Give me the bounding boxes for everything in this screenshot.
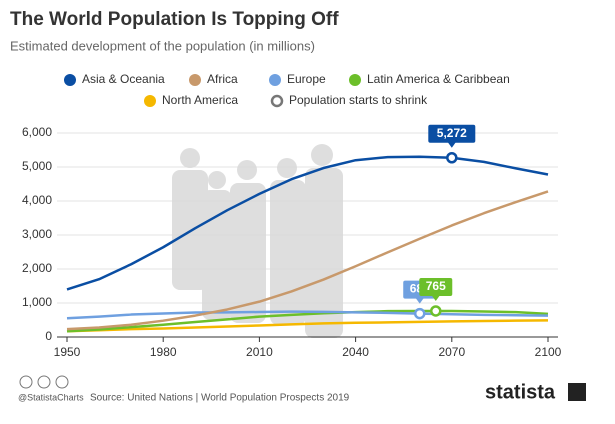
- legend-label: North America: [162, 93, 238, 107]
- legend-label: Population starts to shrink: [289, 93, 428, 107]
- shrink-marker: [446, 152, 458, 164]
- series-line: [66, 319, 549, 333]
- y-tick-label: 6,000: [22, 125, 52, 139]
- y-tick-label: 2,000: [22, 261, 52, 275]
- annotation-box: [428, 124, 476, 143]
- annotation-label: 765: [426, 279, 446, 293]
- series-line: [66, 155, 549, 291]
- x-tick-label: 2040: [342, 345, 369, 359]
- legend-label: Latin America & Caribbean: [367, 72, 510, 86]
- cc-icons: [19, 375, 69, 389]
- annotation-pointer: [447, 142, 456, 148]
- legend-swatch: [144, 95, 156, 107]
- series-line: [66, 309, 549, 333]
- brand-icon: [568, 383, 586, 401]
- chart-title: The World Population Is Topping Off: [10, 9, 339, 30]
- legend-swatch: [189, 74, 201, 86]
- handle: @StatistaCharts: [18, 392, 84, 402]
- silhouettes: [172, 144, 343, 338]
- shrink-marker: [430, 305, 442, 317]
- legend-label: Europe: [287, 72, 326, 86]
- legend-swatch: [270, 94, 284, 108]
- y-tick-label: 5,000: [22, 159, 52, 173]
- source: Source: United Nations | World Populatio…: [90, 393, 350, 404]
- chart-subtitle: Estimated development of the population …: [10, 38, 315, 53]
- legend-swatch: [269, 74, 281, 86]
- y-tick-label: 4,000: [22, 193, 52, 207]
- legend-label: Asia & Oceania: [82, 72, 165, 86]
- x-tick-label: 2070: [438, 345, 465, 359]
- shrink-marker: [413, 307, 426, 320]
- x-tick-label: 1950: [54, 345, 81, 359]
- series-line: [66, 190, 549, 331]
- x-tick-label: 1980: [150, 345, 177, 359]
- x-tick-label: 2100: [535, 345, 562, 359]
- brand: statista: [485, 381, 556, 403]
- legend-swatch: [349, 74, 361, 86]
- legend-swatch: [64, 74, 76, 86]
- annotation-label: 5,272: [437, 126, 467, 140]
- annotation-pointer: [431, 295, 440, 301]
- y-tick-label: 0: [45, 329, 52, 343]
- annotation-box: [419, 277, 453, 296]
- y-tick-label: 3,000: [22, 227, 52, 241]
- x-tick-label: 2010: [246, 345, 273, 359]
- annotation-pointer: [415, 298, 424, 304]
- series-line: [66, 310, 549, 320]
- legend-label: Africa: [207, 72, 238, 86]
- y-tick-label: 1,000: [22, 295, 52, 309]
